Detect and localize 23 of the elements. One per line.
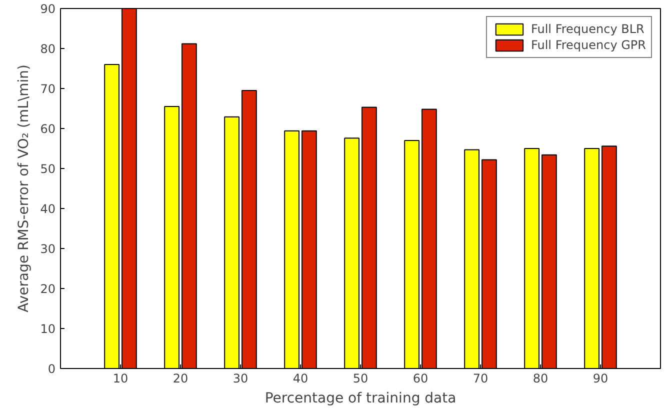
x-tick-label: 20 xyxy=(172,372,188,386)
y-axis-title: Average RMS-error of VO₂ (mL\min) xyxy=(16,64,32,312)
y-tick-label: 50 xyxy=(40,162,56,176)
y-tick-label: 0 xyxy=(48,362,56,376)
x-tick-label: 50 xyxy=(352,372,368,386)
x-tick-label: 70 xyxy=(472,372,488,386)
y-tick-label: 10 xyxy=(40,322,56,336)
x-tick-label: 90 xyxy=(592,372,608,386)
y-tick-label: 30 xyxy=(40,242,56,256)
y-tick-label: 60 xyxy=(40,122,56,136)
legend-label: Full Frequency GPR xyxy=(530,38,646,52)
y-tick-label: 20 xyxy=(40,282,56,296)
y-tick-label: 80 xyxy=(40,42,56,56)
x-tick-label: 10 xyxy=(112,372,128,386)
y-tick-label: 90 xyxy=(40,2,56,16)
x-tick-label: 30 xyxy=(232,372,248,386)
x-tick-label: 40 xyxy=(292,372,308,386)
y-tick-label: 70 xyxy=(40,82,56,96)
x-tick-label: 80 xyxy=(532,372,548,386)
y-tick-label: 40 xyxy=(40,202,56,216)
legend-label: Full Frequency BLR xyxy=(530,22,644,36)
x-axis-title: Percentage of training data xyxy=(264,390,456,406)
x-tick-label: 60 xyxy=(412,372,428,386)
